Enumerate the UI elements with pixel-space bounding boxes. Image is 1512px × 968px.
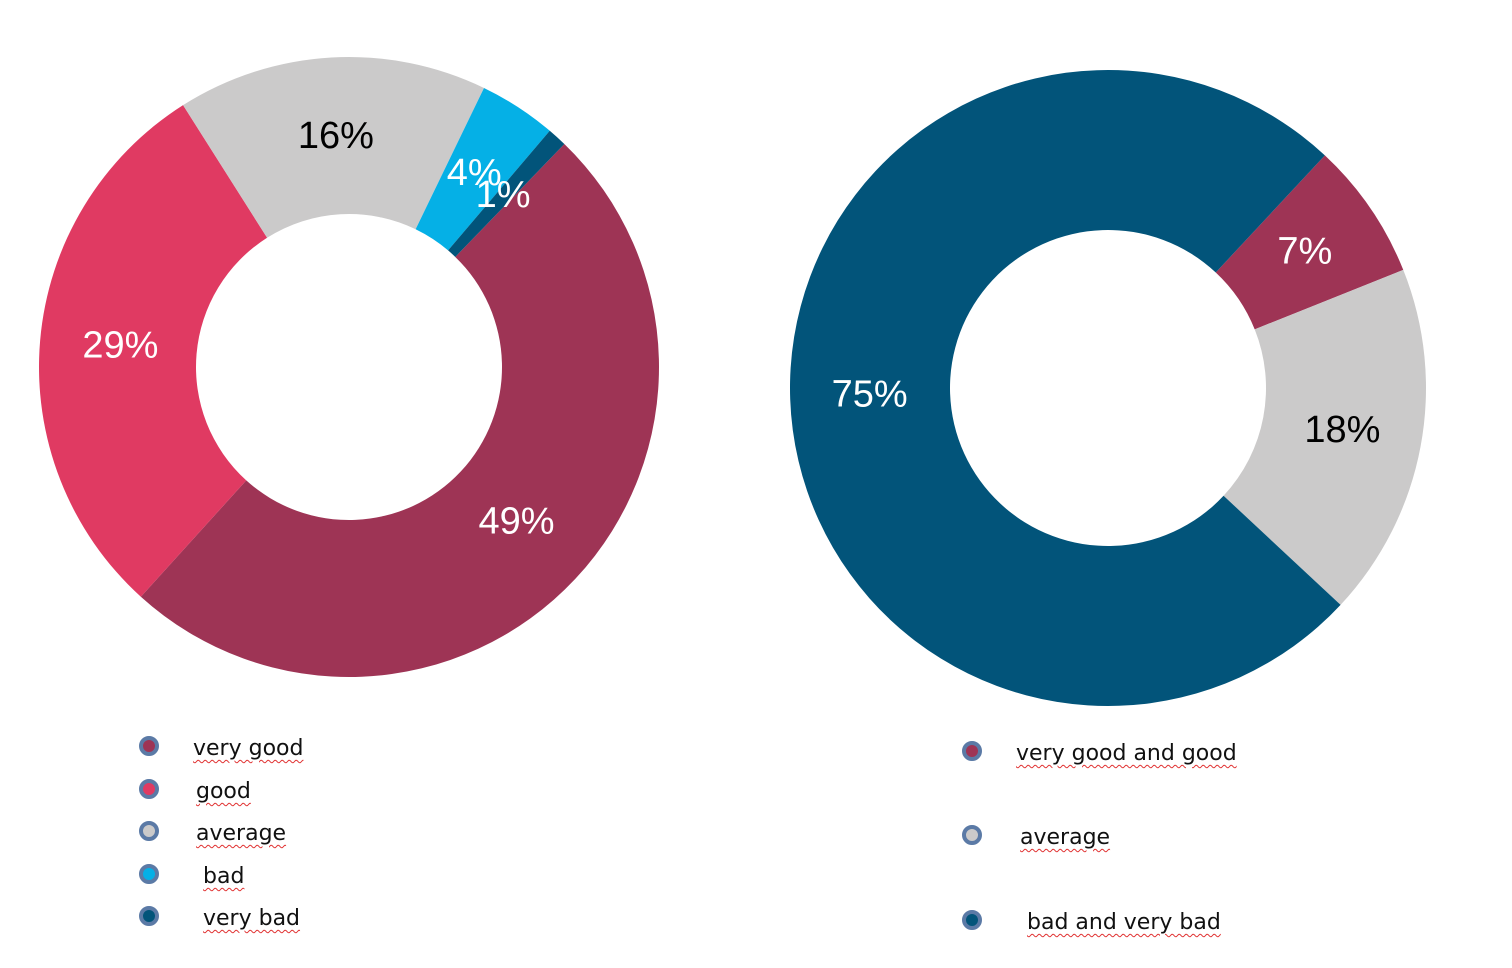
data-label: 18% [1304,409,1380,451]
data-label: 16% [298,115,374,157]
data-label: 49% [478,501,554,543]
legend-label: average [196,821,287,846]
donut-slice [448,130,565,257]
legend-label: good [196,779,251,804]
donut-slice [183,57,485,238]
legend-label: very good [193,736,304,761]
legend-marker [962,741,982,761]
legend-label: very bad [203,906,301,931]
legend-marker [139,736,159,756]
data-label: 29% [82,324,158,366]
donut-slice [1215,155,1404,330]
legend-label: very good and good [1016,741,1237,766]
donut-slice [1223,269,1427,605]
donut-slice [789,69,1341,706]
legend-marker [962,825,982,845]
legend-label: bad [203,864,245,889]
data-label: 4% [447,152,502,194]
donut-slice [140,144,660,678]
legend-marker [139,821,159,841]
data-label: 1% [476,174,531,216]
legend-marker [139,779,159,799]
legend-label: average [1020,825,1111,850]
legend-marker [962,910,982,930]
donut-slice [415,87,550,251]
data-label: 7% [1277,230,1332,272]
legend-marker [139,906,159,926]
legend-label: bad and very bad [1027,910,1221,935]
legend-marker [139,864,159,884]
data-label: 75% [832,373,908,415]
donut-slice [38,105,268,597]
